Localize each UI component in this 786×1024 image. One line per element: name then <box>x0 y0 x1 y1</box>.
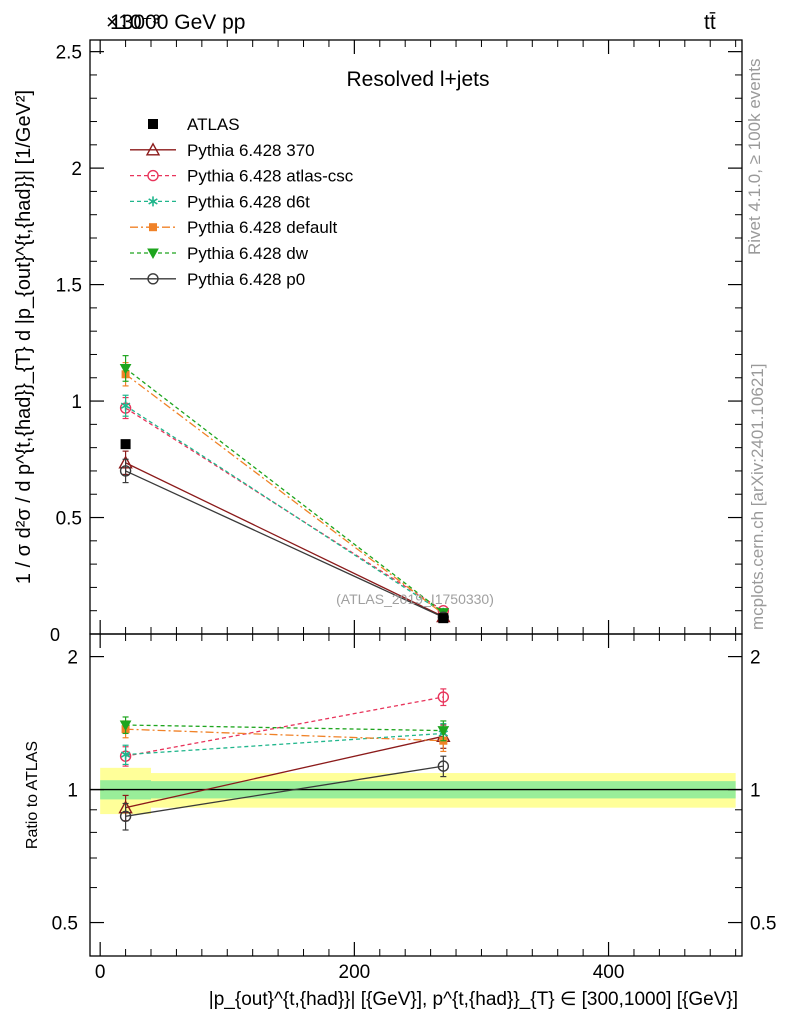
chart-title: Resolved l+jets <box>347 68 490 91</box>
y-tick-label-1: 1 <box>71 392 82 413</box>
ratio-tick-label-0: 0.5 <box>52 914 78 935</box>
series-line-5 <box>125 470 444 618</box>
ratio-tick-label-2: 2 <box>67 648 78 669</box>
ratio-line-2 <box>125 732 444 756</box>
ratio-tick-label-right-2: 2 <box>750 648 761 669</box>
series-2-point-0-stroke-2 <box>120 402 131 409</box>
ratio-5-point-0 <box>119 810 132 822</box>
ratio-plot-panel: 0.5 0.5 1 1 2 2 Ratio to ATLAS <box>24 633 776 957</box>
ratio-2-point-0-stroke-2 <box>120 751 131 758</box>
x-tick-label-2: 400 <box>593 962 625 983</box>
ratio-5-point-1 <box>437 760 450 772</box>
data-point-1 <box>438 613 449 624</box>
legend-marker-1 <box>145 142 161 156</box>
y-tick-label-4: 2.5 <box>56 43 82 64</box>
ratio-5-errorbar-0 <box>122 802 129 831</box>
legend-label-5: Pythia 6.428 dw <box>187 244 309 263</box>
ratio-4-point-0 <box>119 720 132 732</box>
main-plot-panel: Resolved l+jets (ATLAS_2019_I1750330) 0.… <box>13 39 743 645</box>
ratio-tick-label-right-1: 1 <box>750 781 761 802</box>
ratio-y-axis-label: Ratio to ATLAS <box>24 741 41 849</box>
series-line-3 <box>125 373 444 615</box>
ratio-tick-label-1: 1 <box>67 781 78 802</box>
y-tick-label-0: 0.5 <box>56 509 82 530</box>
ratio-line-4 <box>125 724 444 732</box>
energy-label: 13000 GeV pp <box>110 11 245 34</box>
legend-label-0: ATLAS <box>187 115 240 134</box>
rivet-label: Rivet 4.1.0, ≥ 100k events <box>745 59 764 255</box>
series-5-errorbar-0 <box>122 458 129 484</box>
ratio-line-3 <box>125 728 444 742</box>
ratio-line-5 <box>125 765 444 817</box>
ratio-line-1 <box>125 696 444 757</box>
ratio-frame <box>89 633 743 957</box>
legend-marker-4 <box>149 223 157 232</box>
y-axis-label: 1 / σ d²σ / d p^{t,{had}}_{T} d |p_{out}… <box>13 90 35 584</box>
legend-label-4: Pythia 6.428 default <box>187 218 338 237</box>
ratio-2-point-0 <box>120 749 131 760</box>
legend-marker-5 <box>147 248 159 260</box>
y-tick-label-2: 1.5 <box>56 276 82 297</box>
legend-marker-2 <box>147 169 159 182</box>
analysis-watermark: (ATLAS_2019_I1750330) <box>336 591 494 607</box>
y-zero-label: 0 <box>50 625 60 645</box>
series-line-0 <box>125 462 444 618</box>
series-line-2 <box>125 405 444 614</box>
legend-label-3: Pythia 6.428 d6t <box>187 192 310 211</box>
legend-marker-3-stroke-2 <box>148 198 158 205</box>
ratio-1-point-1 <box>437 691 450 703</box>
exponent-label: ×10⁻³ <box>106 11 160 34</box>
x-axis-label: |p_{out}^{t,{had}}| [{GeV}], p^{t,{had}}… <box>209 989 738 1010</box>
series-5-point-0 <box>119 465 132 477</box>
y-tick-label-3: 2 <box>71 159 82 180</box>
ratio-tick-label-right-0: 0.5 <box>750 914 776 935</box>
ratio-line-0 <box>125 735 444 809</box>
series-2-point-0 <box>120 400 131 411</box>
process-label: tt̄ <box>704 11 716 34</box>
series-4-point-0 <box>119 363 132 375</box>
x-tick-label-0: 0 <box>95 962 106 983</box>
legend-label-2: Pythia 6.428 atlas-csc <box>187 167 354 186</box>
series-line-4 <box>125 367 444 614</box>
legend-marker-0 <box>148 119 158 129</box>
legend-label-1: Pythia 6.428 370 <box>187 141 315 160</box>
x-tick-label-1: 200 <box>339 962 371 983</box>
legend-label-6: Pythia 6.428 p0 <box>187 270 305 289</box>
legend: ATLAS Pythia 6.428 370 Pythia 6.428 atlas-… <box>130 115 354 289</box>
legend-marker-6 <box>147 273 159 285</box>
ratio-4-point-1 <box>437 726 450 737</box>
data-point-0 <box>120 439 131 450</box>
ratio-5-errorbar-1 <box>440 755 447 778</box>
source-label: mcplots.cern.ch [arXiv:2401.10621] <box>748 364 767 630</box>
legend-marker-3 <box>148 196 158 207</box>
